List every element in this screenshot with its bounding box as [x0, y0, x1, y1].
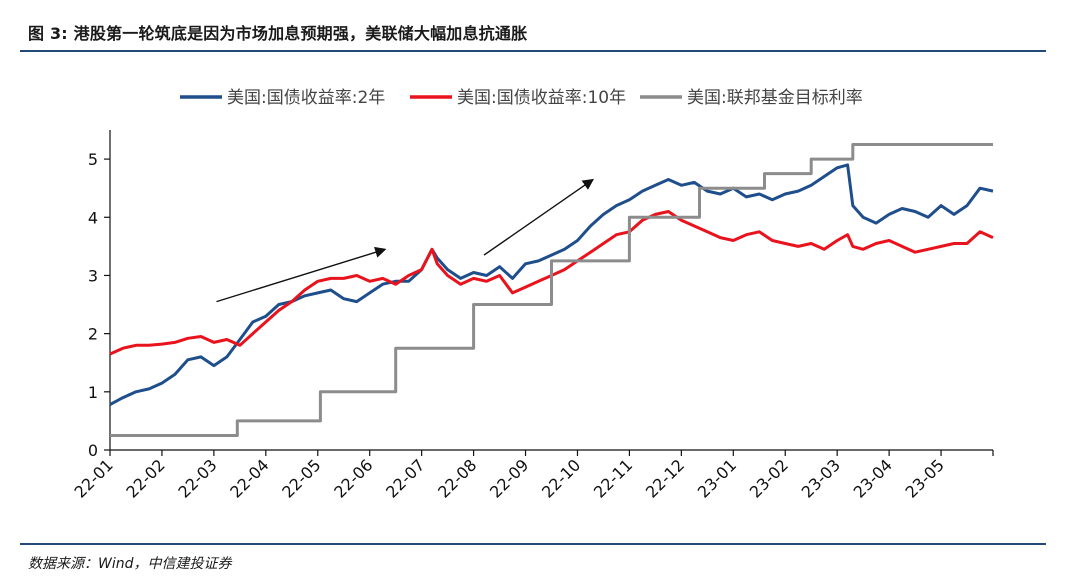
x-tick-label: 22-07: [382, 455, 428, 501]
x-tick-label: 22-02: [122, 455, 168, 501]
x-tick-label: 22-08: [434, 455, 480, 501]
y-tick-label: 4: [88, 208, 98, 227]
chart-legend: 美国:国债收益率:2年 美国:国债收益率:10年 美国:联邦基金目标利率: [180, 88, 863, 108]
x-tick-label: 22-11: [590, 455, 636, 501]
x-tick-label: 22-04: [226, 455, 272, 501]
x-tick-label: 22-10: [538, 455, 584, 501]
x-tick-label: 22-03: [174, 455, 220, 501]
series-line-1: [109, 163, 994, 406]
x-tick-label: 22-01: [71, 455, 117, 501]
figure-title: 图 3: 港股第一轮筑底是因为市场加息预期强，美联储大幅加息抗通胀: [28, 24, 528, 43]
x-tick-label: 23-03: [798, 455, 844, 501]
x-tick-label: 23-04: [850, 455, 896, 501]
y-tick-label: 0: [88, 441, 98, 460]
x-tick-label: 23-01: [694, 455, 740, 501]
trend-arrow-1: [216, 246, 387, 303]
y-tick-label: 2: [88, 325, 98, 344]
x-tick-label: 22-12: [642, 455, 688, 501]
data-source-note: 数据来源：Wind，中信建投证券: [28, 556, 232, 572]
legend-label-1: 美国:国债收益率:2年: [227, 88, 385, 108]
x-tick-label: 23-02: [746, 455, 792, 501]
annotation-arrows: [216, 178, 594, 303]
trend-arrow-2: [483, 178, 594, 256]
top-rule: [20, 50, 1046, 52]
legend-label-2: 美国:国债收益率:10年: [457, 88, 626, 108]
legend-label-3: 美国:联邦基金目标利率: [687, 88, 863, 108]
x-tick-label: 22-05: [278, 455, 324, 501]
y-tick-label: 5: [88, 150, 98, 169]
y-tick-label: 1: [88, 383, 98, 402]
x-tick-label: 23-05: [902, 455, 948, 501]
series-line-3: [110, 143, 993, 437]
bottom-rule: [20, 543, 1046, 545]
x-tick-label: 22-09: [486, 455, 532, 501]
plot-area: [109, 143, 994, 437]
x-tick-label: 22-06: [330, 455, 376, 501]
y-tick-label: 3: [88, 266, 98, 285]
